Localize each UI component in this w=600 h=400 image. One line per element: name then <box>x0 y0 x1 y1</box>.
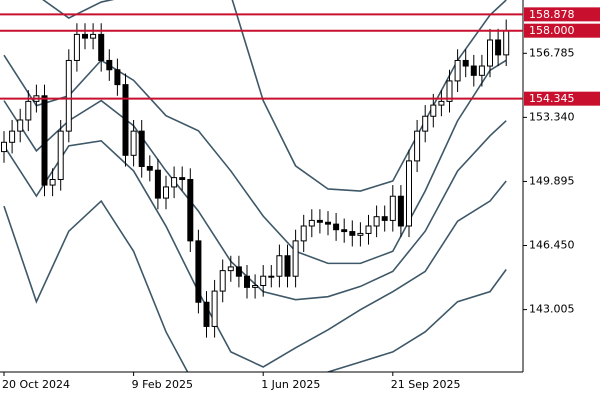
candle-body <box>365 225 372 234</box>
candle-body <box>446 80 453 102</box>
level-label: 158.000 <box>529 24 575 37</box>
candle-body <box>373 216 380 227</box>
candle-body <box>495 39 502 56</box>
candle-body <box>487 39 493 67</box>
candle-body <box>438 100 445 106</box>
x-tick-label: 21 Sep 2025 <box>391 378 461 391</box>
candle-body <box>397 195 404 227</box>
candle-body <box>470 65 477 76</box>
candle-body <box>130 130 137 156</box>
candle-body <box>325 221 331 225</box>
candle-body <box>316 219 323 223</box>
x-tick-label: 9 Feb 2025 <box>132 378 193 391</box>
band-line <box>3 139 507 368</box>
candle-body <box>187 178 194 242</box>
y-tick-label: 146.450 <box>529 239 575 252</box>
level-label: 158.878 <box>529 8 575 21</box>
candle-body <box>98 33 105 61</box>
candle-body <box>211 290 218 327</box>
candle-body <box>122 84 129 156</box>
candle-body <box>268 275 275 278</box>
y-tick-label: 149.895 <box>529 174 575 187</box>
candle-body <box>252 285 259 288</box>
candle-body <box>138 130 145 167</box>
candle-body <box>292 240 299 277</box>
level-label: 154.345 <box>529 92 575 105</box>
candle-body <box>49 178 56 186</box>
candle-body <box>414 130 421 162</box>
candle-body <box>1 141 7 153</box>
level-label-box <box>524 23 600 38</box>
candle-body <box>9 130 16 143</box>
candle-body <box>17 119 24 132</box>
candle-body <box>73 33 80 61</box>
x-tick-label: 1 Jun 2025 <box>261 378 320 391</box>
candle-body <box>235 266 242 277</box>
candle-body <box>276 255 283 277</box>
candle-body <box>462 59 469 67</box>
candle-body <box>406 160 412 227</box>
candle-body <box>389 195 396 221</box>
candle-body <box>41 95 48 186</box>
candle-body <box>503 30 510 56</box>
candle-body <box>454 59 461 82</box>
band-line <box>42 0 507 192</box>
band-line <box>3 199 507 372</box>
y-tick-label: 153.340 <box>529 110 575 123</box>
plot-area <box>1 0 510 372</box>
candle-body <box>25 100 32 121</box>
candle-body <box>195 240 202 303</box>
candle-body <box>357 232 364 236</box>
candle-body <box>219 270 226 292</box>
candle-body <box>422 115 429 132</box>
candle-body <box>381 216 388 221</box>
candle-body <box>114 69 121 86</box>
candle-body <box>349 231 356 236</box>
candle-body <box>333 223 340 231</box>
candle-body <box>203 301 210 327</box>
y-tick-label: 156.785 <box>529 46 575 59</box>
candle-body <box>57 130 64 180</box>
candle-body <box>90 33 97 39</box>
candle-body <box>260 275 267 287</box>
candle-body <box>430 104 437 117</box>
candle-body <box>163 186 169 199</box>
candle-body <box>478 65 485 76</box>
candle-body <box>227 266 234 272</box>
candle-body <box>146 165 153 171</box>
candle-body <box>171 177 178 188</box>
candle-body <box>308 219 315 227</box>
candle-body <box>82 33 88 39</box>
candle-body <box>154 169 161 199</box>
candle-body <box>341 229 348 233</box>
x-tick-label: 20 Oct 2024 <box>2 378 70 391</box>
candle-body <box>65 59 72 132</box>
band-line <box>3 54 507 265</box>
candle-body <box>300 225 307 242</box>
candle-body <box>106 59 113 71</box>
candle-body <box>284 255 291 277</box>
y-tick-label: 143.005 <box>529 303 575 316</box>
candle-body <box>179 177 186 180</box>
band-line <box>3 99 507 301</box>
level-label-box <box>524 91 600 106</box>
level-label-box <box>524 7 600 22</box>
candle-body <box>244 275 250 288</box>
